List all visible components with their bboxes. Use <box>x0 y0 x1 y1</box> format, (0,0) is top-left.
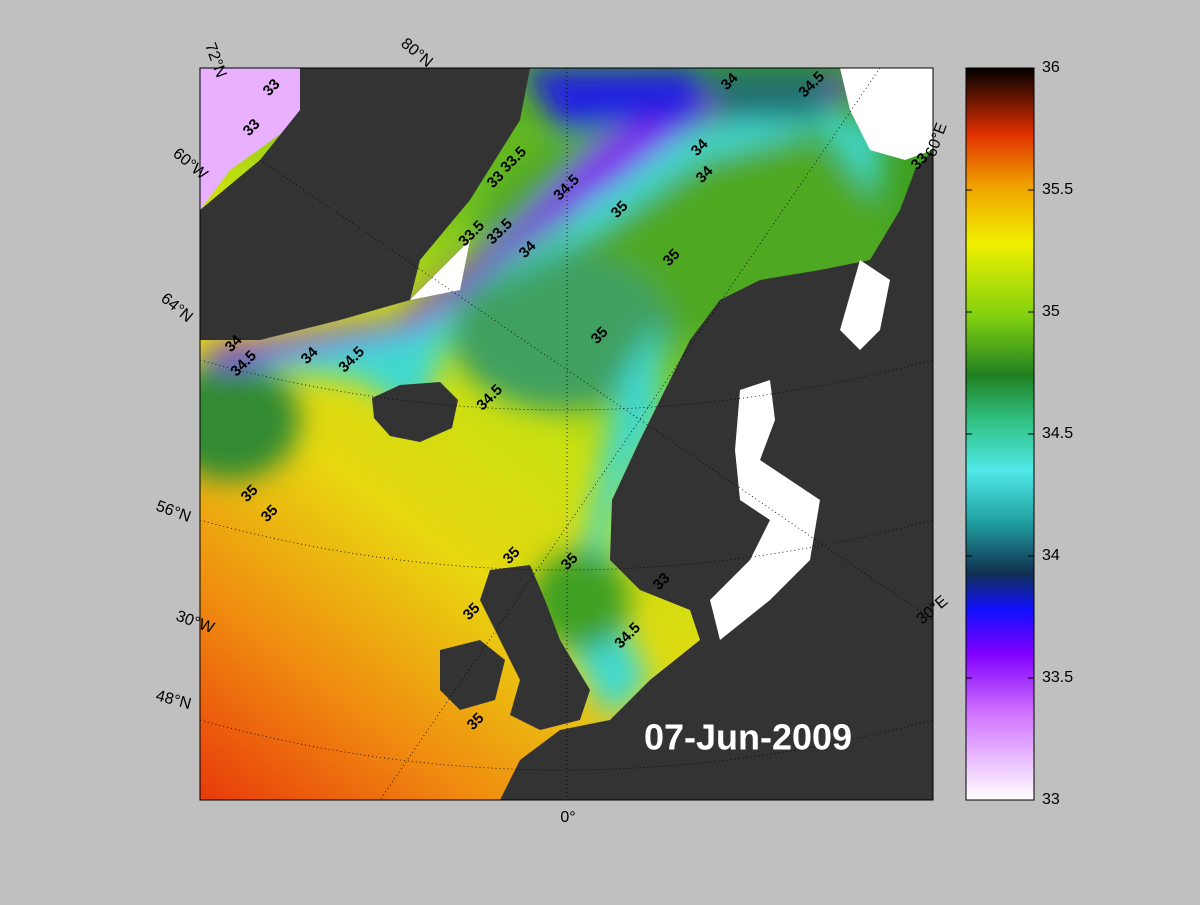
colorbar-tick-label: 35 <box>1042 303 1060 320</box>
date-label: 07-Jun-2009 <box>644 717 852 758</box>
colorbar <box>965 67 1035 801</box>
colorbar-tick-label: 34.5 <box>1042 425 1073 442</box>
scandinavia-europe <box>500 150 933 800</box>
colorbar-tick-label: 35.5 <box>1042 181 1073 198</box>
graticule-label: 56°N <box>154 498 193 526</box>
graticule-label: 48°N <box>154 687 193 713</box>
graticule-label: 64°N <box>157 290 195 326</box>
colorbar-tick-label: 33.5 <box>1042 669 1073 686</box>
graticule <box>200 68 933 800</box>
salinity-field <box>200 68 880 720</box>
graticule-label: 0° <box>560 809 575 826</box>
britain <box>480 565 590 730</box>
ice <box>200 68 310 210</box>
graticule-label: 80°N <box>397 35 435 71</box>
ireland <box>440 640 505 710</box>
colorbar-tick-label: 34 <box>1042 547 1060 564</box>
colorbar-tick-label: 36 <box>1042 59 1060 76</box>
map <box>200 68 933 800</box>
iceland <box>372 382 458 442</box>
colorbar-tick-label: 33 <box>1042 791 1060 808</box>
map-frame <box>199 67 934 801</box>
greenland <box>200 68 530 340</box>
ice <box>410 240 470 300</box>
baltic <box>710 380 820 640</box>
ice <box>840 68 933 160</box>
white-sea <box>840 260 890 350</box>
